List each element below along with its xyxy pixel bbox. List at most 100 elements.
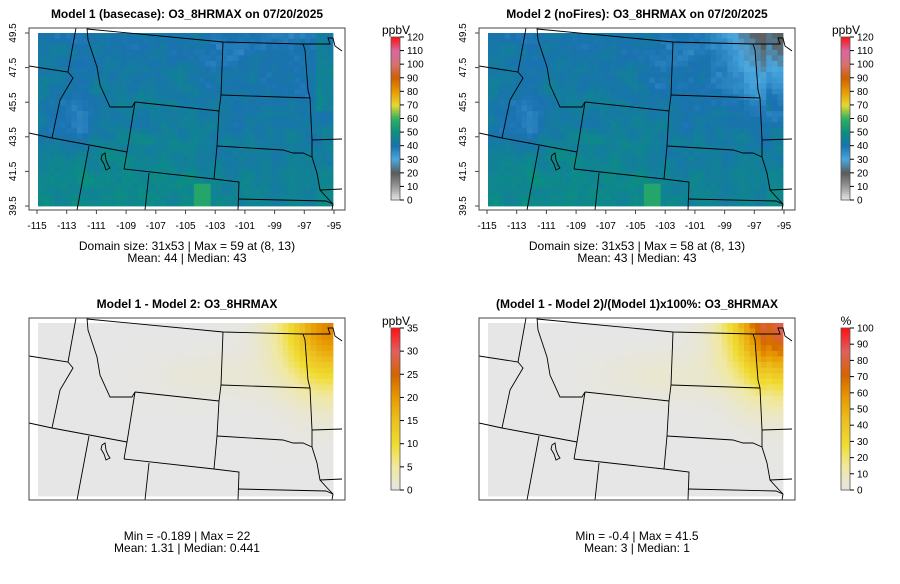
grid-cell: [322, 128, 328, 134]
grid-cell: [188, 323, 194, 329]
grid-cell: [599, 106, 605, 112]
grid-cell: [655, 106, 661, 112]
grid-cell: [205, 390, 211, 396]
grid-cell: [300, 373, 306, 379]
grid-cell: [494, 195, 500, 201]
grid-cell: [566, 167, 572, 173]
grid-cell: [49, 100, 55, 106]
grid-cell: [750, 72, 756, 78]
grid-cell: [222, 440, 228, 446]
grid-cell: [316, 133, 322, 139]
grid-cell: [322, 373, 328, 379]
grid-cell: [199, 435, 205, 441]
grid-cell: [188, 100, 194, 106]
grid-cell: [88, 173, 94, 179]
grid-cell: [133, 173, 139, 179]
grid-cell: [300, 195, 306, 201]
grid-cell: [649, 122, 655, 128]
grid-cell: [599, 178, 605, 184]
grid-cell: [521, 184, 527, 190]
grid-cell: [683, 161, 689, 167]
grid-cell: [277, 189, 283, 195]
grid-cell: [622, 128, 628, 134]
grid-cell: [166, 94, 172, 100]
grid-cell: [322, 72, 328, 78]
grid-cell: [177, 184, 183, 190]
grid-cell: [199, 145, 205, 151]
grid-cell: [538, 78, 544, 84]
grid-cell: [294, 89, 300, 95]
grid-cell: [705, 122, 711, 128]
grid-cell: [555, 55, 561, 61]
grid-cell: [272, 44, 278, 50]
grid-cell: [261, 345, 267, 351]
grid-cell: [571, 83, 577, 89]
grid-cell: [488, 161, 494, 167]
grid-cell: [60, 184, 66, 190]
grid-cell: [672, 150, 678, 156]
grid-cell: [316, 117, 322, 123]
grid-cell: [250, 407, 256, 413]
grid-cell: [316, 396, 322, 402]
grid-cell: [199, 457, 205, 463]
grid-cell: [155, 61, 161, 67]
grid-cell: [144, 379, 150, 385]
grid-cell: [55, 457, 61, 463]
grid-cell: [261, 451, 267, 457]
grid-cell: [194, 61, 200, 67]
grid-cell: [510, 122, 516, 128]
grid-cell: [499, 39, 505, 45]
grid-cell: [277, 66, 283, 72]
grid-cell: [627, 72, 633, 78]
grid-cell: [711, 83, 717, 89]
map-panel-1: Model 1 (basecase): O3_8HRMAX on 07/20/2…: [8, 7, 424, 265]
grid-cell: [288, 323, 294, 329]
grid-cell: [88, 457, 94, 463]
grid-cell: [110, 451, 116, 457]
grid-cell: [116, 100, 122, 106]
grid-cell: [160, 351, 166, 357]
grid-cell: [94, 44, 100, 50]
grid-cell: [149, 407, 155, 413]
grid-cell: [77, 150, 83, 156]
grid-cell: [694, 33, 700, 39]
grid-cell: [88, 351, 94, 357]
grid-cell: [266, 128, 272, 134]
grid-cell: [272, 384, 278, 390]
grid-cell: [127, 50, 133, 56]
grid-cell: [144, 39, 150, 45]
grid-cell: [38, 334, 44, 340]
grid-cell: [716, 167, 722, 173]
grid-cell: [133, 189, 139, 195]
grid-cell: [744, 128, 750, 134]
grid-cell: [277, 83, 283, 89]
grid-cell: [144, 362, 150, 368]
grid-cell: [49, 184, 55, 190]
grid-cell: [488, 39, 494, 45]
grid-cell: [250, 55, 256, 61]
grid-cell: [544, 150, 550, 156]
grid-cell: [194, 368, 200, 374]
grid-cell: [188, 195, 194, 201]
grid-cell: [133, 200, 139, 206]
grid-cell: [60, 373, 66, 379]
grid-cell: [655, 89, 661, 95]
grid-cell: [71, 407, 77, 413]
grid-cell: [121, 55, 127, 61]
grid-cell: [238, 167, 244, 173]
grid-cell: [166, 150, 172, 156]
grid-cell: [599, 156, 605, 162]
grid-cell: [71, 111, 77, 117]
grid-cell: [160, 345, 166, 351]
grid-cell: [172, 390, 178, 396]
grid-cell: [527, 145, 533, 151]
grid-cell: [661, 66, 667, 72]
grid-cell: [488, 44, 494, 50]
grid-cell: [316, 435, 322, 441]
grid-cell: [222, 390, 228, 396]
grid-cell: [155, 133, 161, 139]
grid-cell: [155, 189, 161, 195]
grid-cell: [272, 334, 278, 340]
grid-cell: [266, 39, 272, 45]
grid-cell: [172, 72, 178, 78]
